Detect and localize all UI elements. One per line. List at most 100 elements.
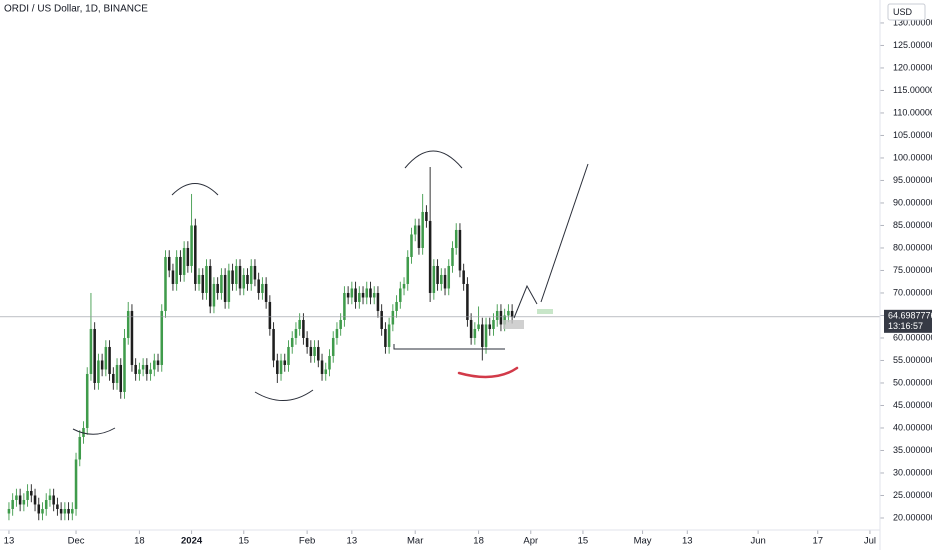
candle-body [190, 225, 193, 266]
candle-body [261, 283, 264, 293]
candle-body [365, 288, 369, 298]
x-tick-label: Jul [864, 536, 876, 547]
candle-body [201, 274, 205, 293]
candle-body [167, 256, 171, 271]
x-tick-label: 15 [238, 536, 249, 547]
candle-body [93, 328, 96, 383]
candle-body [115, 364, 119, 383]
candle-body [462, 270, 465, 284]
candle-body [290, 337, 294, 347]
candle-body [85, 373, 89, 428]
x-tick-label: 15 [578, 536, 589, 547]
y-tick-label: 25.0000000 [893, 490, 932, 500]
candle-body [41, 508, 44, 514]
y-tick-label: 75.0000000 [893, 265, 932, 275]
candle-body [488, 324, 492, 329]
candle-body [82, 427, 85, 437]
candle-body [298, 319, 301, 329]
candle-body [391, 310, 395, 325]
y-tick-label: 90.0000000 [893, 197, 932, 207]
candle-body [384, 328, 387, 347]
x-tick-label: 17 [812, 536, 823, 547]
y-tick-label: 55.0000000 [893, 355, 932, 365]
candle-body [175, 256, 178, 284]
candle-body [380, 310, 383, 329]
head-arc [404, 150, 463, 169]
candle-body [160, 310, 164, 365]
y-tick-label: 50.0000000 [893, 377, 932, 387]
candle-body [272, 328, 275, 361]
y-tick-label: 70.0000000 [893, 287, 932, 297]
candle-body [257, 279, 260, 293]
candle-body [454, 229, 458, 248]
candle-body [108, 346, 111, 374]
candle-body [421, 211, 424, 248]
candle-body [186, 247, 190, 266]
y-tick-label: 120.0000000 [893, 62, 932, 72]
candle-body [283, 360, 287, 365]
x-tick-label: 18 [473, 536, 484, 547]
candle-body [492, 319, 495, 329]
y-tick-label: 45.0000000 [893, 400, 932, 410]
y-tick-label: 35.0000000 [893, 445, 932, 455]
candle-body [100, 360, 104, 370]
candle-body [78, 436, 82, 460]
candle-body [447, 265, 451, 289]
y-tick-label: 20.0000000 [893, 512, 932, 522]
candle-body [313, 346, 316, 356]
candle-body [432, 265, 436, 293]
candle-body [52, 495, 55, 505]
x-tick-label: 2024 [181, 536, 203, 547]
candle-body [328, 355, 331, 370]
y-tick-label: 30.0000000 [893, 467, 932, 477]
shoulder-arc [171, 183, 219, 196]
currency: USD [893, 7, 913, 17]
candle-body [335, 328, 339, 338]
candle-body [372, 292, 376, 298]
candle-body [402, 283, 406, 289]
candle-body [37, 504, 41, 514]
candle-body [30, 490, 33, 496]
countdown-label: 13:16:57 [888, 321, 923, 331]
candle-body [123, 337, 126, 392]
y-tick-label: 80.0000000 [893, 242, 932, 252]
axes: 20.0000000 25.0000000 30.0000000 35.0000000… [4, 17, 932, 547]
candle-body [164, 256, 167, 311]
candle-body [499, 310, 503, 325]
candle-body [428, 220, 432, 293]
candle-body [346, 292, 350, 298]
candle-body [343, 292, 346, 320]
x-tick-label: Mar [407, 536, 423, 547]
y-tick-label: 60.0000000 [893, 332, 932, 342]
candle-body [276, 360, 279, 374]
candle-body [33, 495, 37, 505]
candle-body [7, 508, 11, 514]
candle-body [59, 508, 63, 514]
candle-body [249, 265, 253, 284]
candle-body [63, 508, 67, 514]
candle-body [130, 310, 134, 365]
candle-body [339, 319, 342, 329]
candle-body [179, 256, 182, 275]
candle-body [320, 360, 324, 374]
candle-body [223, 274, 227, 302]
candle-body [451, 247, 454, 266]
candle-body [466, 283, 469, 320]
last-price-box [884, 309, 932, 333]
candle-body [305, 337, 309, 347]
candle-body [481, 324, 484, 347]
candle-body [264, 283, 268, 302]
candle-body [18, 495, 22, 505]
candle-body [350, 288, 354, 298]
candle-body [358, 292, 361, 302]
candle-body [302, 319, 305, 338]
y-tick-label: 125.0000000 [893, 40, 932, 50]
candle-body [212, 283, 216, 307]
candle-body [294, 328, 298, 338]
y-tick-label: 105.0000000 [893, 130, 932, 140]
candle-body [227, 270, 231, 302]
projection-line [513, 284, 538, 319]
y-tick-label: 115.0000000 [893, 85, 932, 95]
candle-body [149, 369, 152, 374]
